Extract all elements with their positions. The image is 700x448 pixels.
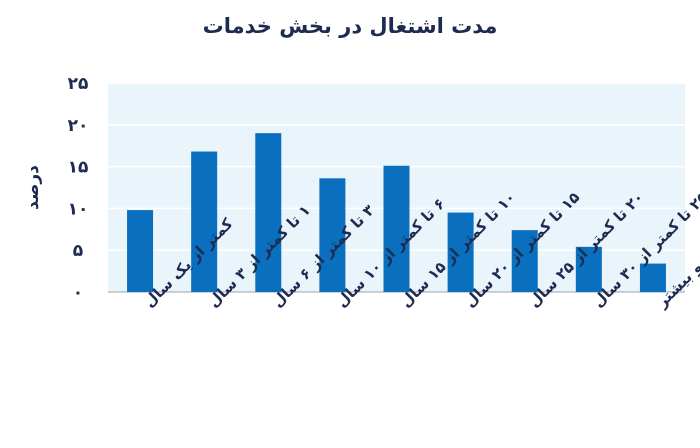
bar	[127, 210, 154, 292]
bar	[319, 178, 346, 292]
bar	[447, 212, 474, 292]
bar	[639, 263, 666, 292]
y-tick-label: ۵	[73, 241, 83, 261]
bar	[511, 230, 538, 292]
y-tick-label: ۱۰	[68, 199, 89, 219]
bar	[255, 133, 282, 292]
chart-title: مدت اشتغال در بخش خدمات	[202, 14, 498, 38]
y-tick-label: ۲۵	[68, 74, 89, 94]
y-tick-label: ۲۰	[68, 116, 89, 136]
bar	[575, 246, 602, 292]
y-tick-label: ۰	[73, 283, 83, 303]
y-axis-label: درصد	[23, 165, 43, 210]
y-tick-label: ۱۵	[68, 158, 89, 178]
bar	[191, 151, 218, 292]
bar	[383, 165, 410, 292]
